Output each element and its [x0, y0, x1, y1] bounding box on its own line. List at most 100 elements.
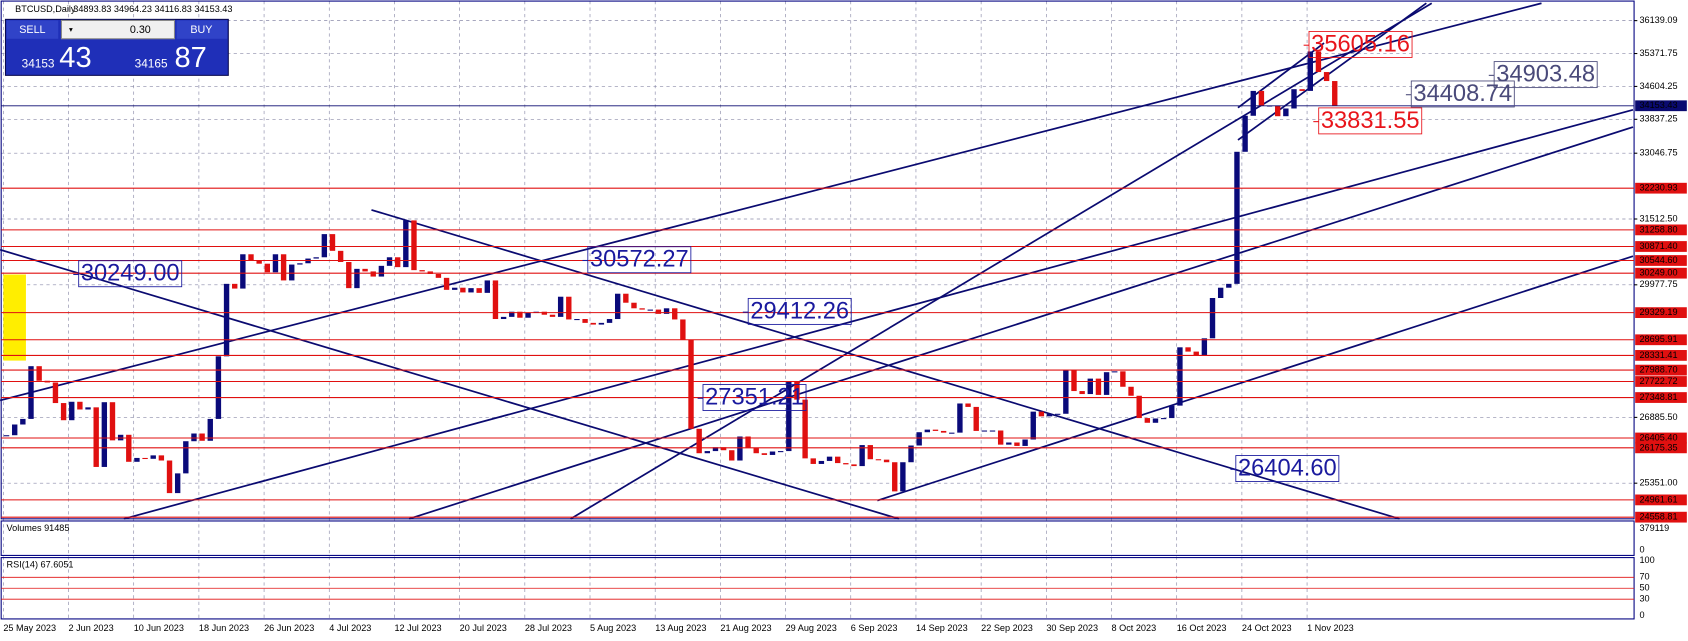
candle-body	[1201, 338, 1208, 356]
trend-line	[877, 255, 1634, 502]
y-tick-label: 29977.75	[1639, 279, 1677, 289]
candle-body	[924, 429, 931, 433]
annotation-box	[1235, 455, 1340, 482]
candle-body	[460, 287, 466, 293]
candle-body	[52, 382, 59, 404]
candle-body	[443, 277, 450, 290]
candle-body	[1160, 418, 1167, 420]
candle-body	[1079, 391, 1085, 395]
x-tick-label: 25 May 2023	[3, 623, 56, 633]
candle-body	[411, 220, 417, 271]
candle-body	[623, 293, 629, 303]
annotation-box	[1308, 31, 1413, 58]
candle-body	[786, 381, 792, 452]
x-tick-label: 18 Jun 2023	[199, 623, 249, 633]
candle-body	[313, 257, 319, 259]
candle-body	[1030, 411, 1036, 440]
sell-label: SELL	[19, 24, 45, 36]
y-tick-label: 34604.25	[1639, 81, 1677, 91]
candle-body	[36, 366, 42, 381]
candle-body	[134, 457, 140, 462]
level-label: 30871.40	[1639, 241, 1677, 251]
y-tick-label: 33837.25	[1639, 114, 1677, 124]
candle-body	[1299, 89, 1305, 91]
candle-body	[166, 460, 173, 494]
level-label: 27988.70	[1639, 365, 1677, 375]
level-label: 26405.40	[1639, 432, 1677, 442]
y-tick-label: 25351.00	[1639, 478, 1677, 488]
level-label-box	[1635, 494, 1687, 506]
volume-panel	[0, 520, 1635, 556]
rsi-tick-label: 30	[1639, 594, 1649, 604]
lot-input[interactable]	[60, 19, 176, 40]
candle-body	[174, 473, 181, 494]
trend-line	[1237, 2, 1427, 141]
sell-button[interactable]	[6, 20, 59, 39]
lot-arrow[interactable]: ▾	[69, 25, 73, 34]
level-label-box	[1635, 334, 1687, 346]
candle-body	[215, 356, 222, 419]
candle-body	[1006, 442, 1012, 445]
candle-body	[1014, 442, 1020, 446]
candle-body	[606, 319, 613, 323]
trend-line	[0, 248, 900, 520]
y-tick-label: 31512.50	[1639, 213, 1677, 223]
candle-body	[582, 319, 588, 323]
candles	[3, 51, 1338, 494]
trend-line	[0, 2, 1542, 402]
candle-body	[598, 322, 605, 325]
x-tick-label: 16 Oct 2023	[1177, 623, 1227, 633]
candle-body	[500, 316, 507, 320]
candle-body	[1038, 411, 1045, 417]
candle-body	[1258, 90, 1265, 106]
x-tick-label: 10 Jun 2023	[134, 623, 184, 633]
candle-body	[639, 308, 645, 310]
candle-body	[517, 311, 523, 318]
candle-body	[248, 254, 254, 261]
lot-value: 0.30	[130, 24, 151, 36]
candle-body	[1055, 413, 1061, 415]
candle-body	[85, 407, 91, 410]
candle-body	[3, 435, 10, 437]
candle-body	[1332, 81, 1338, 106]
candle-body	[297, 263, 303, 265]
candle-body	[362, 268, 368, 272]
annotation-box	[78, 260, 183, 288]
level-label-box	[1635, 307, 1687, 318]
candle-body	[158, 455, 165, 461]
annotation: 35605.16	[1311, 31, 1410, 57]
candle-body	[1128, 386, 1134, 396]
buy-price-small: 34165	[135, 57, 168, 71]
candle-body	[1217, 287, 1224, 299]
candle-body	[574, 319, 580, 321]
level-label: 28695.91	[1639, 334, 1677, 344]
candle-body	[631, 302, 637, 309]
level-label-box	[1635, 432, 1687, 444]
y-tick-label: 36139.09	[1639, 15, 1677, 25]
buy-price-big: 87	[174, 42, 206, 74]
candle-body	[476, 288, 482, 293]
candle-body	[957, 403, 963, 433]
candle-body	[949, 432, 955, 434]
x-tick-label: 29 Aug 2023	[786, 623, 837, 633]
candle-body	[989, 430, 996, 432]
level-label-box	[1635, 182, 1687, 194]
level-label-box	[1635, 241, 1687, 252]
annotation: 33831.55	[1321, 108, 1420, 134]
rsi-tick-label: 70	[1639, 572, 1649, 582]
candle-body	[1283, 108, 1289, 117]
candle-body	[1193, 351, 1199, 356]
candle-body	[1144, 418, 1151, 423]
x-tick-label: 2 Jun 2023	[69, 623, 114, 633]
candle-body	[973, 406, 979, 431]
buy-button[interactable]	[176, 20, 228, 39]
x-tick-label: 1 Nov 2023	[1307, 623, 1354, 633]
annotation: 30249.00	[81, 261, 180, 287]
candle-body	[272, 254, 279, 273]
candle-body	[1087, 378, 1093, 395]
level-label-box	[1635, 267, 1687, 279]
grid	[1, 1, 1635, 619]
candle-body	[867, 445, 873, 460]
candle-body	[60, 403, 67, 421]
